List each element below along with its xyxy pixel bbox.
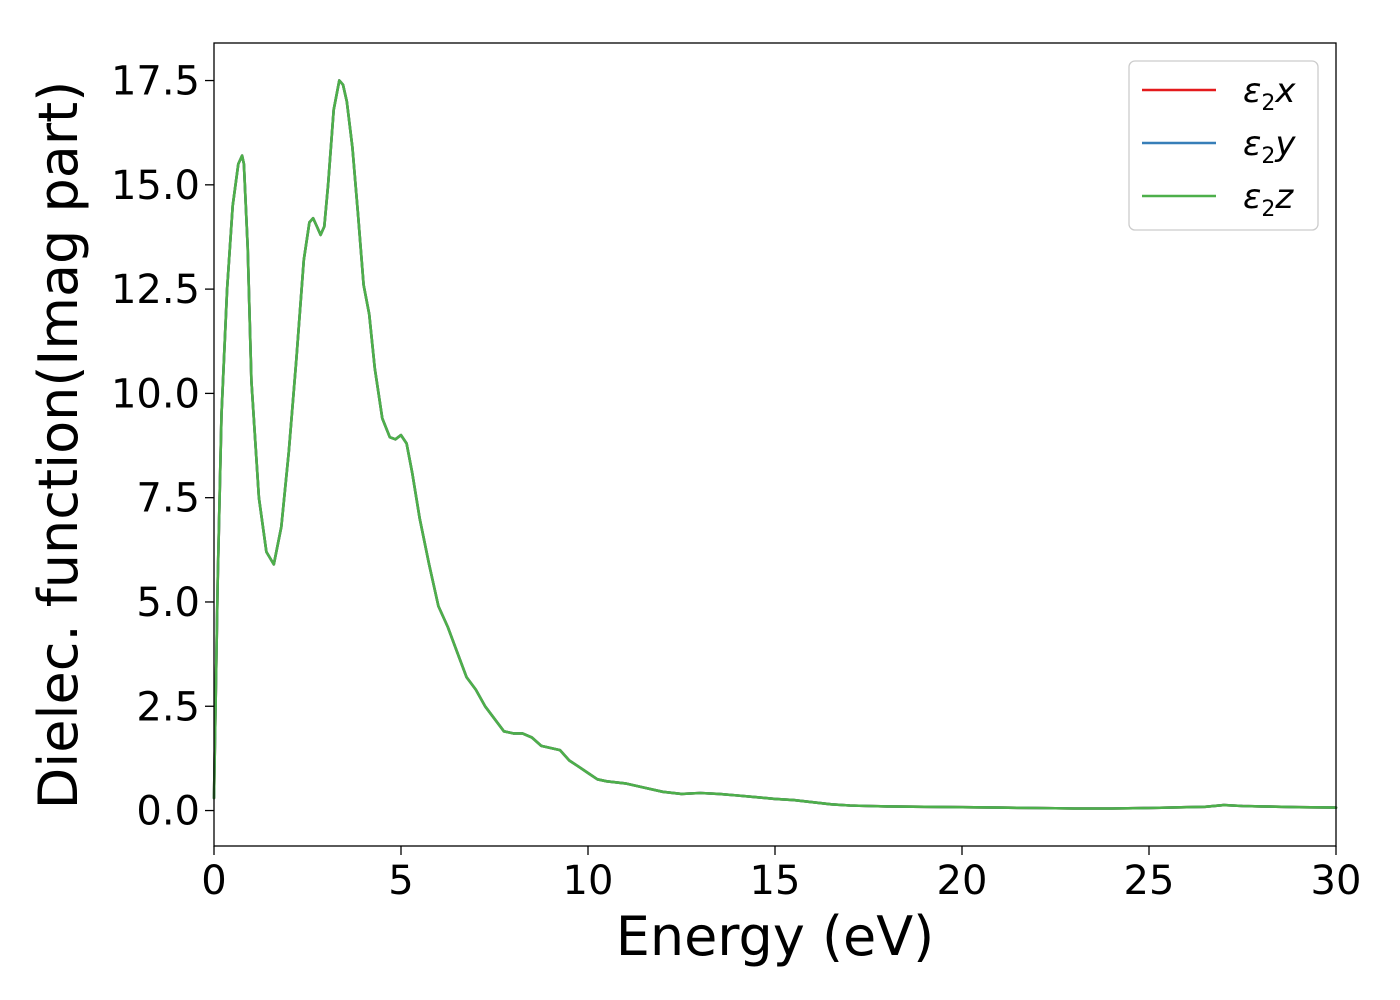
series-layer [212,79,1338,810]
series-line-z [212,79,1338,810]
y-axis: 0.0 2.5 5.0 7.5 10.0 12.5 15.0 17.5 [111,59,214,835]
y-axis-label: Dielec. function(Imag part) [27,81,90,810]
y-tick-label: 5.0 [136,580,200,626]
legend: ε2x ε2y ε2z [1128,60,1319,231]
y-tick-label: 10.0 [111,371,200,417]
x-tick-label: 5 [388,858,413,904]
legend-label-x: ε2x [1243,71,1296,116]
y-tick-label: 15.0 [111,163,200,209]
x-axis: 0 5 10 15 20 25 30 [201,846,1361,904]
x-tick-label: 0 [201,858,226,904]
x-tick-label: 25 [1124,858,1175,904]
y-tick-label: 12.5 [111,267,200,313]
y-tick-label: 0.0 [136,789,200,835]
x-tick-label: 15 [750,858,801,904]
y-tick-label: 17.5 [111,59,200,105]
x-tick-label: 10 [563,858,614,904]
legend-frame [1128,60,1319,231]
x-tick-label: 30 [1311,858,1362,904]
y-tick-label: 7.5 [136,476,200,522]
x-axis-label: Energy (eV) [616,905,935,968]
legend-label-y: ε2y [1243,124,1296,169]
x-tick-label: 20 [937,858,988,904]
legend-label-z: ε2z [1243,177,1294,222]
y-tick-label: 2.5 [136,684,200,730]
